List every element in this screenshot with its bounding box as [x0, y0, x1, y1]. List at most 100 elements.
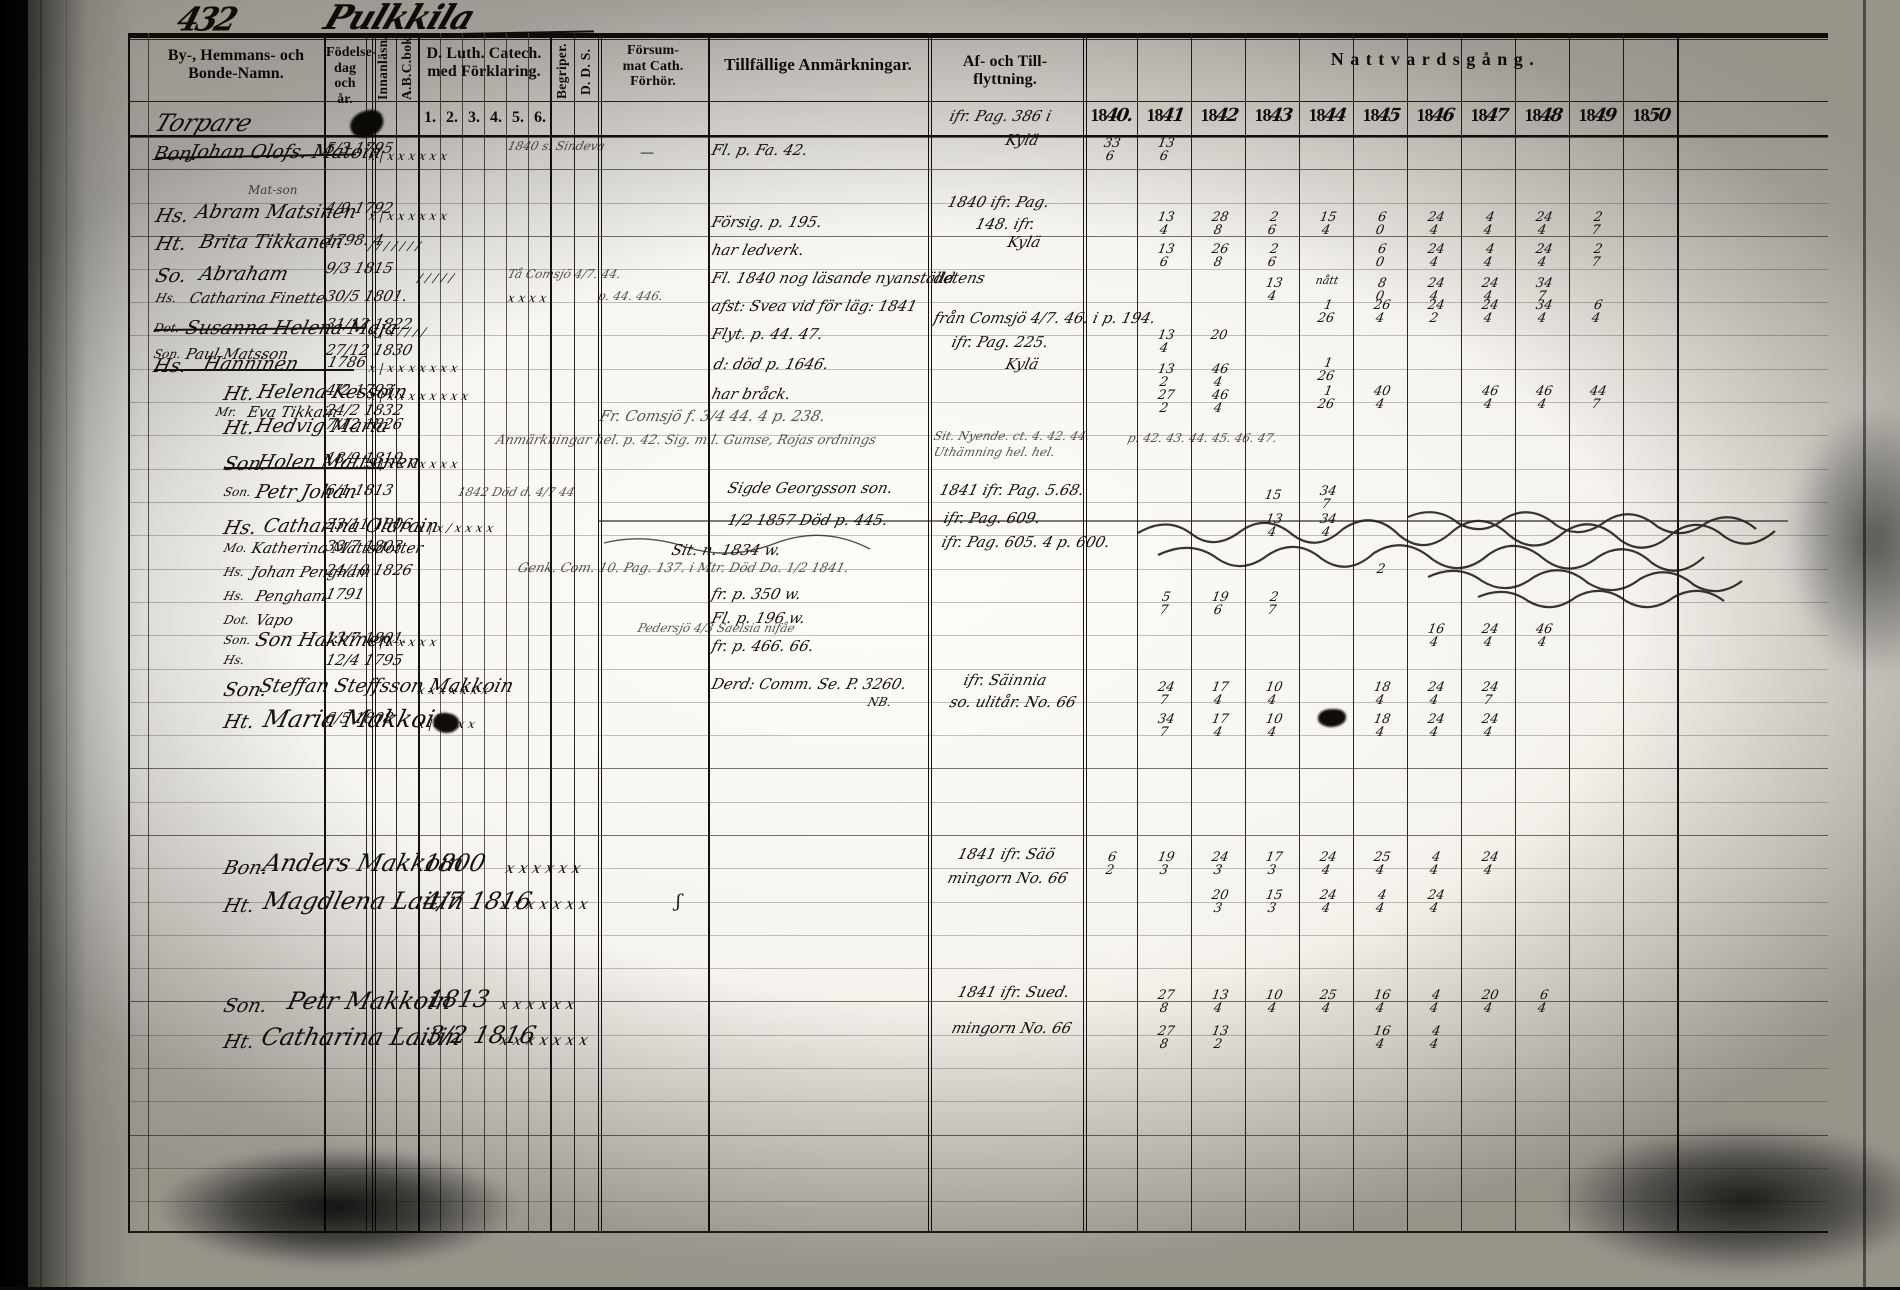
row-flyttning: detens — [931, 269, 987, 287]
row-guide — [128, 735, 1828, 736]
col-header-catech-5: 5. — [512, 109, 524, 126]
communion-cell: 15 — [1263, 488, 1283, 503]
row-guide — [128, 236, 1828, 237]
row-marks: x | x x x x x x — [367, 209, 449, 223]
communion-cell: 24 4 — [1318, 850, 1338, 878]
row-guide — [128, 635, 1828, 636]
communion-cell: 24 7 — [1480, 680, 1500, 708]
row-prefix: Hs. — [222, 653, 247, 667]
communion-cell: 33 6 — [1102, 136, 1122, 164]
row-anmarkning: Sigde Georgsson son. — [725, 479, 895, 497]
row-guide — [128, 469, 1828, 470]
col-header-forsummat: Försum- mat Cath. Förhör. — [602, 43, 704, 90]
row-anmarkning-long: Anmärkningar hel. p. 42. Sig. m.l. Gumse… — [494, 433, 878, 448]
row-guide — [128, 935, 1828, 936]
communion-cell: 1 26 — [1316, 298, 1336, 326]
row-guide — [128, 502, 1828, 503]
year-prefix: 18 — [1254, 105, 1271, 125]
row-marks: x | x x x x x x x — [367, 361, 460, 375]
year-header-1848: 1848 — [1517, 105, 1569, 133]
row-prefix: Hs. — [221, 517, 260, 539]
row-guide — [128, 203, 1828, 204]
year-suffix: 46 — [1430, 105, 1456, 126]
communion-cell: 15 4 — [1318, 210, 1338, 238]
paper-surface: 432 Pulkkila — [28, 0, 1900, 1290]
communion-cell: 2 — [1375, 562, 1387, 577]
col-header-forsummat-line2: mat Cath. — [622, 58, 684, 74]
year-suffix: 43 — [1268, 105, 1294, 126]
row-marks: / / / / / / / — [367, 239, 422, 253]
row-marks: x x x x x x x — [497, 895, 591, 913]
row-anmarkning: Derd: Comm. Se. P. 3260. — [709, 675, 909, 693]
row-guide — [128, 269, 1828, 270]
row-note: Fr. Comsjö f. 3/4 44. 4 p. 238. — [597, 407, 828, 425]
row-guide — [128, 169, 1828, 170]
communion-cell: 46 4 — [1210, 388, 1230, 416]
col-header-birth-line1: Födelse- — [326, 45, 377, 60]
col-header-begriper: Begriper. — [554, 43, 569, 99]
row-flyttning: ifr. Pag. 225. — [949, 333, 1051, 351]
col-header-birth-line2: dag och — [333, 60, 357, 92]
row-flyttning-2: Kylä — [1003, 131, 1041, 149]
row-prefix: Hs. — [222, 589, 247, 603]
communion-cell: 34 4 — [1534, 298, 1554, 326]
vrule-abc-catech — [418, 33, 420, 1233]
vrule-begriper-dds — [574, 33, 575, 1233]
row-anmarkning: fr. p. 466. 66. — [709, 637, 817, 655]
row-marks: x | x / / / / — [367, 325, 428, 339]
row-birth: 30/5 1801. — [323, 287, 410, 305]
communion-cell: 20 4 — [1480, 988, 1500, 1016]
row-birth: 1800 — [420, 849, 489, 877]
row-guide — [128, 569, 1828, 570]
vrule-year-1847-1848 — [1515, 33, 1516, 1233]
nattvards-title-separator — [1085, 101, 1677, 102]
communion-cell: 26 8 — [1210, 242, 1230, 270]
communion-cell: 24 4 — [1426, 680, 1446, 708]
row-guide — [128, 369, 1828, 370]
row-flyttning: 1841 ifr. Pag. 5.68. — [937, 481, 1087, 499]
row-guide — [128, 669, 1828, 670]
row-note: Pedersjö 4/3 Saelsia nifåe — [636, 621, 797, 635]
row-birth: 9/3 1815 — [323, 259, 396, 277]
row-marks: x | x / x x x x — [416, 521, 496, 535]
communion-cell: 28 8 — [1210, 210, 1230, 238]
communion-cell: 24 4 — [1318, 888, 1338, 916]
group-heading: Torpare — [150, 109, 257, 137]
table-top-rule-hairline — [128, 39, 1828, 40]
year-suffix: 50 — [1646, 105, 1672, 126]
year-header-1840: 1840. — [1085, 105, 1137, 133]
vrule-year-1843-1844 — [1299, 33, 1300, 1233]
row-marks: x x x x x x — [503, 859, 583, 877]
row-birth: 33/7 1803 — [323, 537, 405, 555]
row-birth: 23/11 1806 — [323, 515, 415, 533]
year-prefix: 18 — [1308, 105, 1325, 125]
col-header-catech-3: 3. — [468, 109, 480, 126]
year-suffix: 48 — [1538, 105, 1564, 126]
communion-cell: 25 4 — [1318, 988, 1338, 1016]
row-flyttning: ifr. Säinnia — [961, 671, 1049, 689]
table-bottom-rule — [128, 1231, 1828, 1233]
row-guide — [128, 1168, 1828, 1169]
col-header-name-line1: By-, Hemmans- och — [167, 47, 305, 64]
vrule-innan-abc — [396, 33, 397, 1233]
vrule-year-1846-1847 — [1461, 33, 1462, 1233]
row-prefix: Ht. — [153, 233, 189, 255]
row-marks: x x x x — [506, 291, 549, 305]
row-flyttning: Uthämning hel. hel. — [932, 445, 1057, 459]
communion-cell: 17 4 — [1210, 680, 1230, 708]
vrule-year-1842-1843 — [1245, 33, 1246, 1233]
row-flyttning-2: mingorn No. 66 — [945, 869, 1070, 887]
communion-cell: 13 2 — [1156, 362, 1176, 390]
row-guide — [128, 835, 1828, 836]
row-flyttning: 1841 ifr. Sued. — [955, 983, 1072, 1001]
vrule-name-birth — [324, 33, 326, 1233]
col-header-name: By-, Hemmans- och Bonde-Namn. — [150, 47, 322, 83]
col-header-catech-line2: med Förklaring. — [427, 62, 541, 80]
year-suffix: 42 — [1214, 105, 1240, 126]
row-birth: 6/1 1813 — [323, 481, 396, 499]
